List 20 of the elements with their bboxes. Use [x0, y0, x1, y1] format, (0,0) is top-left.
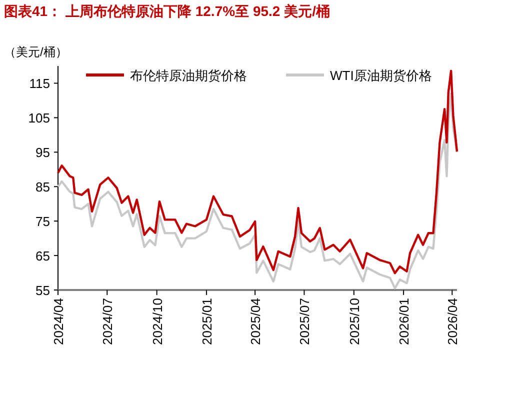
- chart-title: 图表41： 上周布伦特原油下降 12.7%至 95.2 美元/桶: [4, 3, 330, 19]
- x-tick-label: 2025/01: [199, 298, 214, 345]
- y-tick-label: 115: [29, 76, 50, 92]
- legend-label: 布伦特原油期货价格: [130, 68, 247, 83]
- y-tick-label: 105: [28, 110, 50, 126]
- x-tick-label: 2026/01: [396, 298, 412, 345]
- x-tick-label: 2024/04: [51, 298, 66, 345]
- x-tick-label: 2025/04: [248, 298, 264, 345]
- y-tick-label: 55: [36, 283, 50, 298]
- x-tick-label: 2025/10: [346, 298, 362, 345]
- legend-label: WTI原油期货价格: [330, 68, 432, 83]
- y-axis-title: （美元/桶）: [4, 45, 68, 59]
- y-tick-label: 95: [36, 145, 50, 160]
- x-tick-label: 2025/07: [297, 298, 312, 345]
- y-tick-label: 85: [36, 180, 50, 195]
- x-tick-label: 2024/07: [100, 298, 116, 345]
- y-tick-label: 75: [36, 214, 50, 230]
- y-tick-label: 65: [36, 248, 50, 264]
- x-tick-label: 2026/04: [445, 298, 460, 345]
- x-tick-label: 2024/10: [150, 298, 165, 345]
